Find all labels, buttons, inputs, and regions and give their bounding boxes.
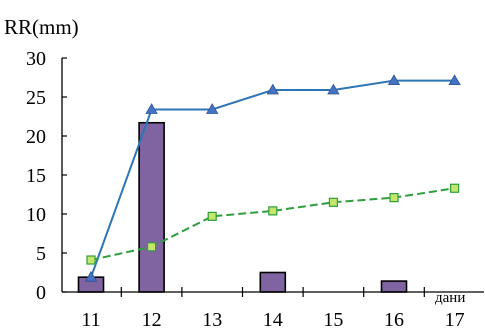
triangle-marker (448, 74, 461, 86)
triangle-marker (84, 270, 98, 282)
square-marker (86, 255, 96, 265)
bar (259, 271, 287, 293)
tick-labels: 0 5 10 15 20 25 30 11 12 13 14 15 16 17 (26, 48, 465, 331)
square-marker (207, 211, 217, 221)
square-marker (328, 197, 338, 207)
x-tick-label: 11 (81, 309, 100, 331)
square-marker (268, 206, 278, 216)
bar (380, 280, 408, 293)
triangle-marker (266, 83, 279, 95)
y-tick-label: 30 (26, 48, 46, 70)
triangle-marker (387, 74, 401, 86)
y-tick-label: 0 (36, 282, 46, 304)
x-tick-label: 13 (202, 309, 222, 331)
x-tick-label: 12 (142, 309, 162, 331)
square-marker (389, 193, 399, 203)
axes (61, 57, 484, 297)
y-tick-label: 25 (26, 87, 46, 109)
x-tick-label: 14 (263, 309, 283, 331)
line-series (84, 74, 461, 282)
y-axis-label: RR(mm) (4, 15, 79, 39)
x-tick-label: 17 (445, 309, 465, 331)
bar (138, 121, 165, 293)
triangle-marker (327, 83, 340, 95)
square-marker (147, 242, 157, 252)
square-marker (450, 183, 460, 193)
triangle-marker (206, 103, 219, 114)
x-axis-label: дани (435, 290, 465, 306)
y-tick-label: 5 (36, 243, 46, 265)
triangle-marker (145, 103, 158, 114)
y-tick-label: 20 (26, 126, 46, 148)
x-tick-label: 16 (384, 309, 404, 331)
y-tick-label: 15 (26, 165, 46, 187)
bar-series (77, 121, 408, 293)
y-tick-label: 10 (26, 204, 46, 226)
x-tick-label: 15 (323, 309, 343, 331)
